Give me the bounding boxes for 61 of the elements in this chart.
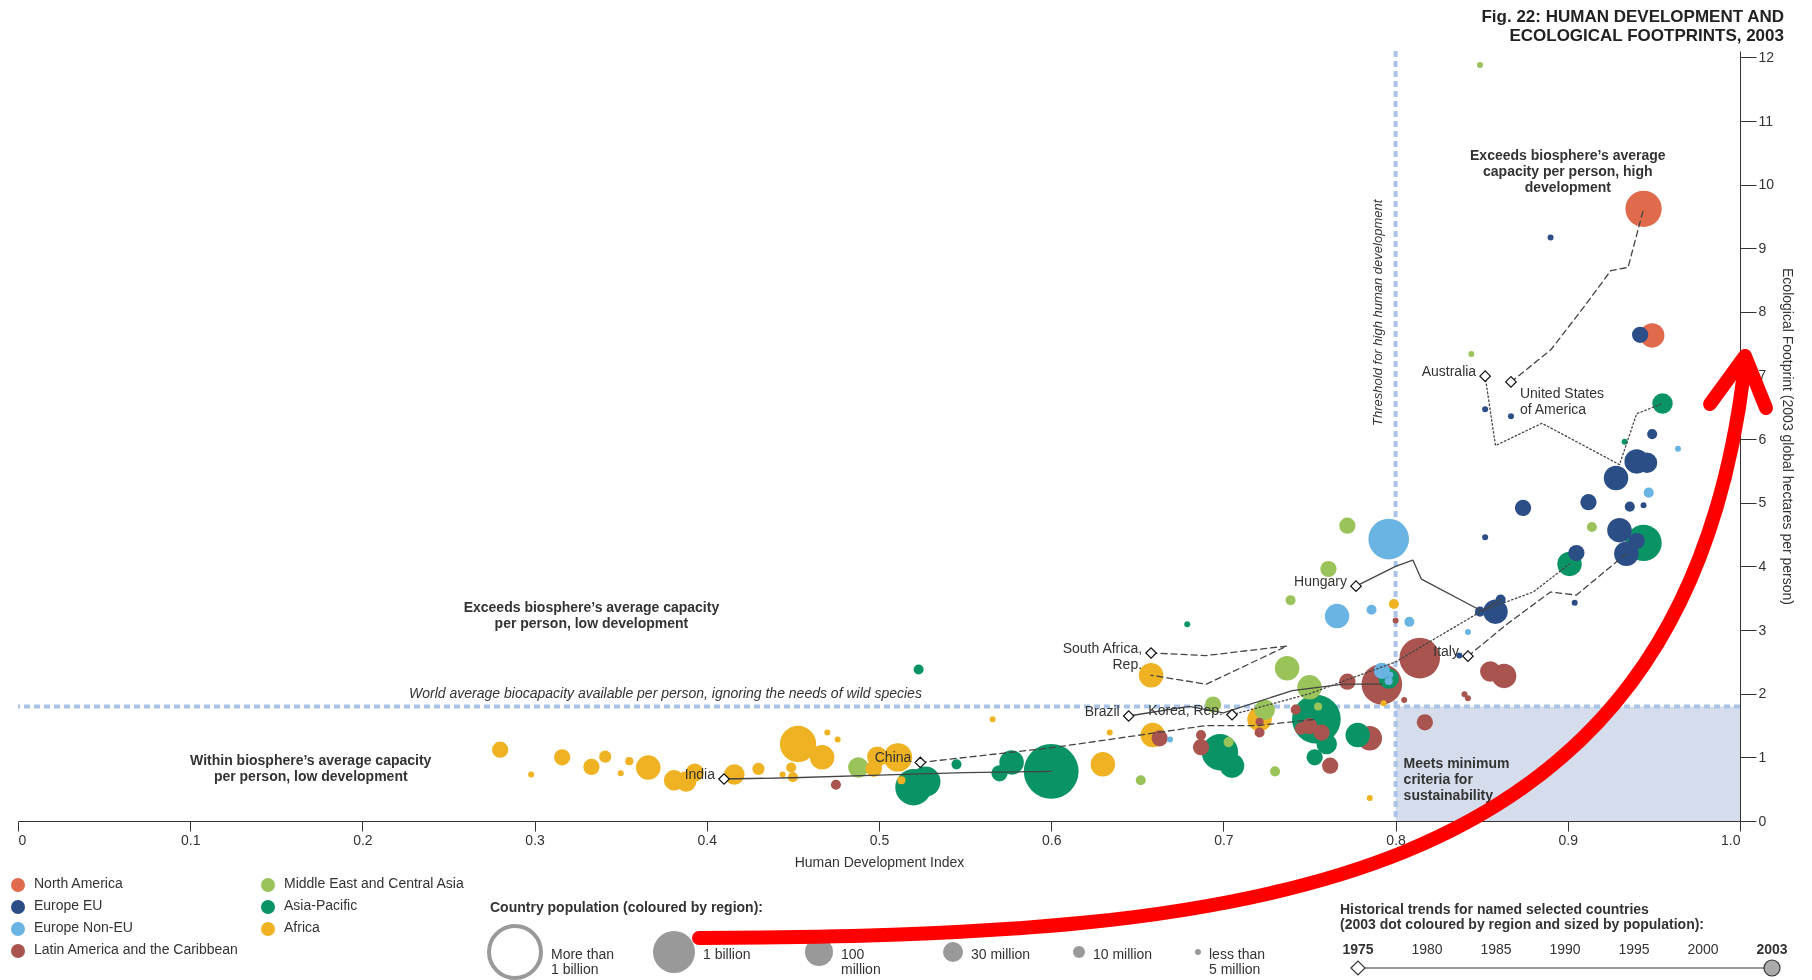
y-tick-label: 9 bbox=[1758, 239, 1767, 256]
text: 10 million bbox=[1093, 946, 1153, 962]
y-tick-label: 1 bbox=[1758, 748, 1767, 765]
y-tick-label: 0 bbox=[1758, 812, 1767, 829]
x-tick-label: 0.7 bbox=[1214, 831, 1234, 848]
y-tick-label: 6 bbox=[1758, 430, 1767, 447]
text: 2000 bbox=[1686, 941, 1720, 957]
x-tick-label: 0.9 bbox=[1558, 831, 1579, 848]
y-tick-label: 2 bbox=[1758, 685, 1767, 702]
y-tick-label: 11 bbox=[1758, 112, 1774, 129]
annotation: Exceeds biosphere’s average capacity per person, high development bbox=[1470, 146, 1666, 195]
y-axis-title: Ecological Footprint (2003 global hectares per person) bbox=[1780, 268, 1797, 605]
series-label: China bbox=[874, 749, 912, 766]
x-tick-label: 0.5 bbox=[869, 831, 890, 848]
text: 2003 bbox=[1755, 941, 1789, 957]
y-tick-label: 5 bbox=[1758, 494, 1767, 511]
text: Country population (coloured by region): bbox=[490, 899, 763, 915]
series-label: South Africa, Rep. bbox=[1062, 640, 1143, 672]
series-label: Hungary bbox=[1294, 573, 1347, 590]
text: Historical trends for named selected countries (2003 dot coloured by region and sized by population): bbox=[1340, 901, 1705, 932]
ref-line-label: World average biocapacity available per person, ignoring the needs of wild species bbox=[409, 685, 922, 702]
y-tick-label: 10 bbox=[1758, 176, 1775, 193]
x-tick-label: 0.1 bbox=[180, 831, 201, 848]
legend-label: Europe Non-EU bbox=[34, 919, 133, 935]
text: More than 1 billion bbox=[551, 946, 615, 977]
ref-line-label: Threshold for high human development bbox=[1369, 198, 1385, 426]
legend-label: Africa bbox=[284, 919, 320, 935]
series-label: Australia bbox=[1421, 363, 1477, 380]
y-tick-label: 7 bbox=[1758, 367, 1767, 384]
text: 1985 bbox=[1479, 941, 1513, 957]
y-tick-label: 8 bbox=[1758, 303, 1767, 320]
band-label: Meets minimum criteria for sustainability bbox=[1403, 754, 1510, 803]
annotation: Within biosphere’s average capacity per person, low development bbox=[190, 751, 432, 784]
legend-label: Europe EU bbox=[34, 897, 103, 913]
text: 100 million bbox=[841, 946, 881, 977]
x-axis-title: Human Development Index bbox=[794, 853, 965, 870]
legend-label: Asia-Pacific bbox=[284, 897, 358, 913]
text: 1 billion bbox=[703, 946, 751, 962]
legend-label: Middle East and Central Asia bbox=[284, 875, 464, 891]
x-tick-label: 1.0 bbox=[1721, 831, 1741, 848]
text: less than 5 million bbox=[1209, 946, 1266, 977]
series-label: Brazil bbox=[1084, 703, 1120, 719]
legend-label: Latin America and the Caribbean bbox=[34, 941, 238, 957]
text: 1980 bbox=[1410, 941, 1444, 957]
chart-title: Fig. 22: HUMAN DEVELOPMENT AND ECOLOGICAL FOOTPRINTS, 2003 bbox=[1481, 7, 1784, 45]
y-tick-label: 3 bbox=[1758, 621, 1767, 638]
x-tick-label: 0.4 bbox=[697, 831, 718, 848]
x-tick-label: 0.3 bbox=[525, 831, 546, 848]
x-tick-label: 0 bbox=[18, 831, 27, 848]
x-tick-label: 0.2 bbox=[353, 831, 373, 848]
legend-label: North America bbox=[34, 875, 123, 891]
y-tick-label: 12 bbox=[1758, 48, 1775, 65]
text: 1995 bbox=[1617, 941, 1651, 957]
y-tick-label: 4 bbox=[1758, 557, 1767, 574]
text: 30 million bbox=[971, 946, 1031, 962]
text: 1975 bbox=[1341, 941, 1375, 957]
text: 1990 bbox=[1548, 941, 1582, 957]
x-tick-label: 0.8 bbox=[1386, 831, 1407, 848]
x-tick-label: 0.6 bbox=[1041, 831, 1062, 848]
series-label: United States of America bbox=[1519, 384, 1605, 417]
annotation: Exceeds biosphere’s average capacity per person, low development bbox=[463, 599, 720, 632]
